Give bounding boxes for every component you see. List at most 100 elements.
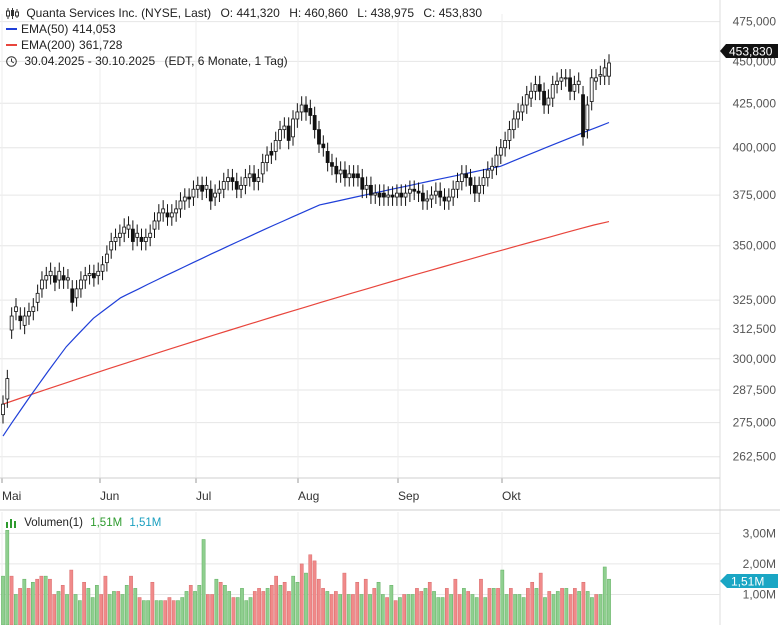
candle (226, 168, 230, 191)
volume-bar (295, 581, 300, 625)
current-price-label: 453,830 (729, 45, 773, 59)
candle-body (40, 279, 44, 290)
volume-bar (133, 588, 138, 625)
volume-bar (470, 594, 475, 625)
volume-bar (9, 575, 14, 625)
candle (122, 218, 127, 243)
volume-bar (52, 594, 57, 625)
volume-bar (415, 588, 419, 625)
candle-body (269, 151, 274, 156)
candle (53, 266, 57, 292)
candle (152, 212, 157, 238)
candle-body (438, 190, 443, 198)
candle-body (113, 236, 118, 242)
volume-bar (436, 597, 441, 625)
volume-bar (547, 591, 552, 625)
volume-bar (538, 572, 543, 625)
volume-bar (551, 594, 556, 625)
candle-body (369, 184, 373, 196)
volume-bar (487, 588, 492, 625)
candle-body (360, 177, 365, 190)
candle (273, 131, 278, 161)
candle (83, 266, 88, 289)
candle (356, 165, 360, 187)
time-tick-label: Jul (196, 489, 211, 503)
candle-body (334, 165, 339, 175)
candle (550, 75, 555, 107)
candlestick-icon (6, 8, 19, 20)
candle-body (537, 84, 542, 92)
candle-body (109, 241, 114, 251)
candle (291, 110, 295, 146)
candle (304, 96, 308, 121)
volume-bar (521, 597, 526, 625)
volume-bar (419, 591, 424, 625)
candle-body (330, 162, 334, 167)
candle (187, 188, 192, 208)
volume-bar (462, 588, 466, 625)
candle (299, 96, 304, 121)
candle-body (174, 208, 179, 214)
candle (148, 224, 153, 247)
current-price-tag: 453,830 (720, 44, 778, 59)
candle (31, 298, 36, 321)
candle (35, 284, 40, 312)
ema200-legend[interactable]: EMA(200) 361,728 (6, 38, 122, 52)
volume-bar (483, 597, 488, 625)
candle-body (325, 151, 330, 163)
volume-bar (316, 578, 321, 625)
low-value: 438,975 (370, 6, 415, 20)
candle-body (169, 212, 174, 218)
candle (429, 186, 434, 208)
candle-body (343, 169, 347, 179)
candle-body (299, 104, 304, 113)
volume-bar (22, 578, 27, 625)
volume-bar (13, 594, 18, 625)
time-tick-label: Sep (398, 489, 420, 503)
candle (377, 184, 382, 206)
volume-bar (308, 554, 313, 625)
volume-legend[interactable]: Volumen(1) 1,51M 1,51M (6, 517, 161, 529)
candle (494, 146, 499, 176)
ema200-line (2, 221, 610, 405)
volume-bar (257, 588, 261, 625)
volume-bars-icon (6, 518, 16, 528)
price-tick-label: 262,500 (733, 450, 777, 464)
volume-bar (129, 575, 133, 625)
candle-body (143, 236, 148, 242)
volume-bar (534, 588, 539, 625)
instrument-title: Quanta Services Inc. (NYSE, Last) (26, 6, 212, 20)
ema50-legend[interactable]: EMA(50) 414,053 (6, 22, 116, 36)
volume-bar (402, 594, 407, 625)
candle-body (420, 192, 425, 202)
candle (403, 184, 408, 206)
candle (191, 180, 196, 206)
volume-bar (427, 581, 432, 625)
candle (407, 180, 412, 202)
candle (589, 69, 594, 111)
high-value: 460,860 (304, 6, 348, 20)
candle-body (161, 208, 166, 214)
candle (477, 176, 482, 202)
candle (563, 69, 568, 87)
candle-body (14, 306, 18, 312)
candle (468, 168, 473, 195)
time-tick-label: Okt (502, 489, 521, 503)
volume-bar (346, 594, 351, 625)
candle (459, 165, 464, 191)
volume-bar (137, 597, 142, 625)
candle-body (563, 77, 568, 80)
volume-bar (291, 575, 296, 625)
volume-bar (432, 591, 436, 625)
candle-body (79, 279, 83, 290)
candle (165, 204, 170, 226)
volume-bar (376, 581, 381, 625)
candle (455, 172, 460, 199)
volume-bar (444, 588, 449, 625)
candle-body (468, 177, 473, 186)
candle (217, 180, 222, 202)
candle-body (221, 181, 226, 190)
volume-bar (491, 588, 496, 625)
candle (394, 184, 399, 206)
